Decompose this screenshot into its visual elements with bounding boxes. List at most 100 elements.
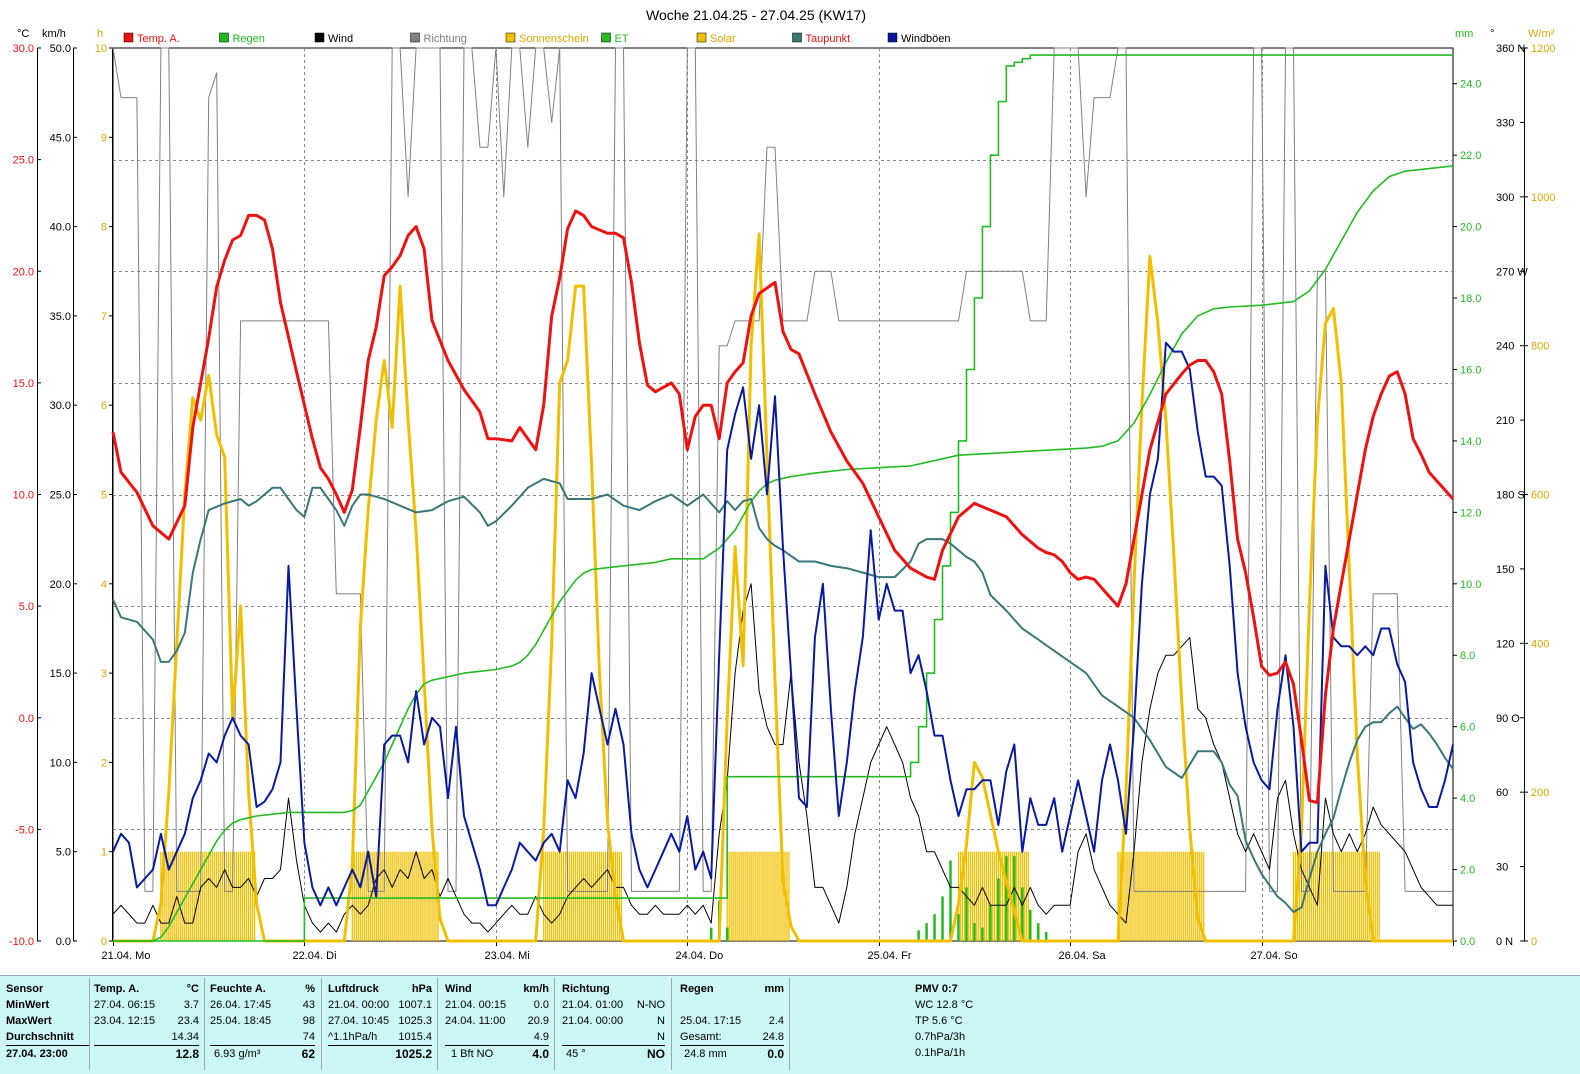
header-wind-unit: km/h	[523, 983, 549, 995]
temp-min-value: 3.7	[183, 999, 199, 1011]
sun-tick-label: 10	[95, 43, 107, 55]
divider	[437, 978, 438, 1070]
x-tick-label: 24.04. Do	[676, 950, 724, 962]
unit-h: h	[97, 28, 103, 40]
direction-min-value: N-NO	[636, 999, 665, 1011]
humidity-min-value: 43	[302, 999, 315, 1011]
wind-tick-label: 10.0	[50, 757, 71, 769]
divider	[789, 978, 790, 1070]
stats-pmv-column: PMV 0:7 WC 12.8 °C TP 5.6 °C 0.7hPa/3h 0…	[915, 976, 1095, 1074]
direction-degrees: 45 °	[566, 1048, 586, 1060]
legend-swatch	[601, 32, 611, 43]
legend-label: Windböen	[901, 33, 951, 45]
legend-label: Temp. A.	[137, 33, 180, 45]
row-label-max: MaxWert	[6, 1015, 52, 1027]
wind-avg-value: 4.9	[533, 1031, 549, 1043]
legend-swatch	[505, 32, 516, 43]
rain-tick-label: 0.0	[1460, 936, 1475, 948]
rain-total-label: Gesamt:	[680, 1031, 722, 1043]
divider	[89, 978, 90, 1070]
temp-tick-label: 10.0	[13, 490, 34, 502]
temp-tick-label: 15.0	[13, 378, 34, 390]
temp-current-value: 12.8	[175, 1047, 199, 1061]
temp-tick-label: -5.0	[15, 824, 34, 836]
sun-tick-label: 8	[101, 222, 107, 234]
legend-swatch	[792, 32, 802, 43]
solar-tick-label: 400	[1531, 638, 1549, 650]
direction-max-time: 21.04. 00:00	[562, 1015, 624, 1027]
solar-tick-label: 1200	[1531, 43, 1555, 55]
rain-tick-label: 12.0	[1460, 507, 1481, 519]
unit-mm: mm	[1455, 28, 1473, 40]
wind-tick-label: 35.0	[50, 311, 71, 323]
humidity-max-value: 98	[302, 1015, 315, 1027]
rain-max-value: 2.4	[768, 1015, 784, 1027]
header-pressure-unit: hPa	[411, 983, 432, 995]
temp-avg-value: 14.34	[171, 1031, 199, 1043]
stats-humidity-column: Feuchte A. % 26.04. 17:45 43 25.04. 18:4…	[210, 976, 315, 1074]
pressure-max-time: 27.04. 10:45	[328, 1015, 390, 1027]
legend-swatch	[314, 32, 325, 43]
sun-tick-label: 1	[101, 847, 107, 859]
row-label-current: 27.04. 23:00	[6, 1045, 90, 1062]
unit-celsius: °C	[17, 28, 29, 40]
wind-tick-label: 0.0	[56, 936, 71, 948]
wind-tick-label: 25.0	[50, 490, 71, 502]
solar-tick-label: 1000	[1531, 192, 1555, 204]
pressure-avg-value: 1015.4	[398, 1031, 432, 1043]
pmv-windchill: WC 12.8 °C	[915, 999, 974, 1011]
rain-tick-label: 6.0	[1460, 722, 1475, 734]
legend-swatch	[696, 32, 707, 43]
sun-tick-label: 2	[101, 757, 107, 769]
x-tick-label: 27.04. So	[1251, 950, 1298, 962]
humidity-max-time: 25.04. 18:45	[210, 1015, 272, 1027]
direction-tick-label: 360 N	[1496, 43, 1525, 55]
wind-tick-label: 45.0	[50, 132, 71, 144]
header-wind: Wind	[445, 983, 472, 995]
unit-deg: °	[1490, 28, 1494, 40]
chart-legend: Temp. A. Regen Wind Richtung Sonnenschein ET S…	[123, 32, 951, 45]
direction-tick-label: 90 O	[1496, 713, 1520, 725]
rain-tick-label: 2.0	[1460, 865, 1475, 877]
direction-max-value: N	[657, 1015, 665, 1027]
pressure-min-value: 1007.1	[398, 999, 432, 1011]
temp-max-time: 23.04. 12:15	[94, 1015, 156, 1027]
divider	[321, 978, 322, 1070]
rain-total-value: 24.8	[762, 1031, 784, 1043]
series-richtung	[112, 47, 1453, 892]
pressure-trend: ^1.1hPa/h	[328, 1031, 378, 1043]
wind-beaufort: 1 Bft NO	[451, 1048, 494, 1060]
header-rain: Regen	[680, 983, 714, 995]
sun-tick-label: 6	[101, 400, 107, 412]
direction-current-value: NO	[647, 1047, 665, 1061]
chart-title: Woche 21.04.25 - 27.04.25 (KW17)	[646, 7, 866, 23]
series-et	[113, 165, 1454, 942]
header-direction: Richtung	[562, 983, 610, 995]
pmv-pressure-3h: 0.7hPa/3h	[915, 1031, 966, 1043]
series-windböen	[112, 341, 1454, 907]
divider	[554, 978, 555, 1070]
rain-tick-label: 18.0	[1460, 293, 1481, 305]
chart-background	[0, 0, 1580, 965]
temp-tick-label: 20.0	[13, 266, 34, 278]
rain-tick-label: 16.0	[1460, 364, 1481, 376]
row-label-avg: Durchschnitt	[6, 1031, 74, 1043]
rain-tick-label: 24.0	[1460, 79, 1481, 91]
legend-label: ET	[615, 33, 629, 45]
pmv-pressure-1h: 0.1hPa/1h	[915, 1047, 966, 1059]
legend-swatch	[123, 32, 134, 43]
wind-tick-label: 40.0	[50, 222, 71, 234]
rain-current-total: 24.8 mm	[684, 1048, 727, 1060]
x-tick-label: 22.04. Di	[293, 950, 337, 962]
pressure-max-value: 1025.3	[398, 1015, 432, 1027]
solar-tick-label: 600	[1531, 490, 1549, 502]
rain-tick-label: 8.0	[1460, 650, 1475, 662]
rain-tick-label: 10.0	[1460, 579, 1481, 591]
pmv-dewpoint: TP 5.6 °C	[915, 1015, 963, 1027]
legend-label: Solar	[710, 33, 736, 45]
sun-tick-label: 5	[101, 490, 107, 502]
legend-swatch	[219, 32, 229, 43]
rain-tick-label: 4.0	[1460, 793, 1475, 805]
stats-wind-column: Wind km/h 21.04. 00:15 0.0 24.04. 11:00 …	[445, 976, 549, 1074]
pressure-min-time: 21.04. 00:00	[328, 999, 390, 1011]
